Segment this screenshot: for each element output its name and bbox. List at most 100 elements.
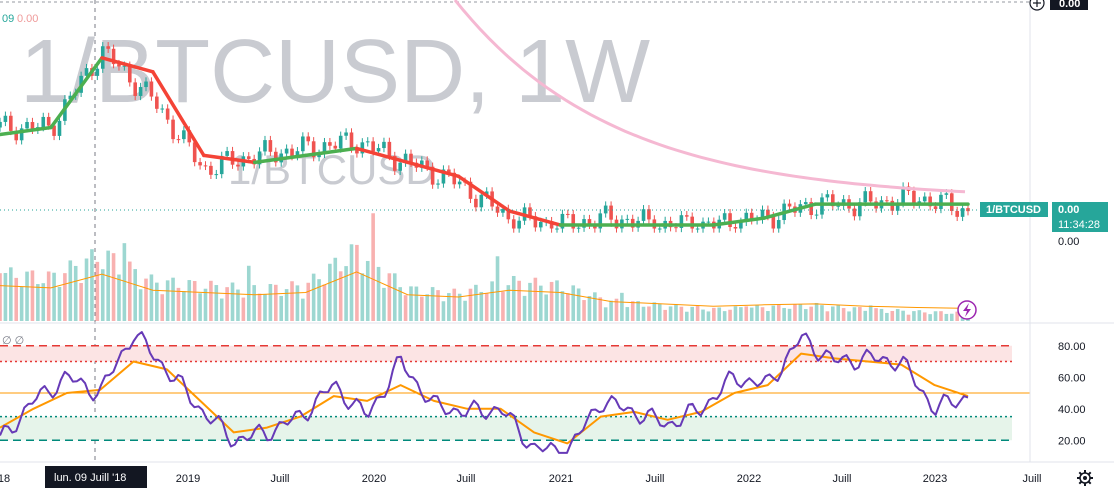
ma-segment xyxy=(49,56,104,130)
volume-bar xyxy=(9,267,13,321)
volume-bar xyxy=(425,294,430,321)
candle-body xyxy=(84,68,89,76)
volume-bar xyxy=(495,256,500,321)
volume-bar xyxy=(885,312,889,321)
volume-bar xyxy=(284,289,289,321)
candle-body xyxy=(30,122,35,130)
lightning-icon[interactable] xyxy=(957,300,977,320)
candle-body xyxy=(203,165,208,167)
crosshair-time-label xyxy=(45,466,147,488)
volume-bar xyxy=(46,271,51,321)
ma-segment xyxy=(202,153,257,165)
candle-body xyxy=(722,213,727,220)
rsi-axis: 80.00 60.00 40.00 20.00 xyxy=(1058,341,1086,448)
volume-bar xyxy=(630,301,635,321)
candle-body xyxy=(3,115,8,122)
volume-bar xyxy=(41,283,46,321)
candle-body xyxy=(695,228,700,230)
time-axis-label: 2023 xyxy=(923,473,947,485)
volume-bar xyxy=(236,289,240,321)
candle-body xyxy=(944,193,949,195)
volume-bar xyxy=(528,282,532,321)
volume-bar xyxy=(68,260,73,321)
volume-bar xyxy=(263,293,267,321)
candle-body xyxy=(371,141,375,152)
volume-bar xyxy=(252,285,256,321)
volume-bar xyxy=(863,310,868,321)
candle-body xyxy=(0,121,2,128)
candle-body xyxy=(949,193,954,211)
volume-bar xyxy=(392,273,397,321)
volume-bar xyxy=(490,281,494,321)
volume-bar xyxy=(360,273,365,321)
candle-body xyxy=(863,191,868,203)
candle-body xyxy=(257,151,262,165)
time-axis-label: 18 xyxy=(0,473,10,485)
candle-body xyxy=(268,140,273,152)
ma-segment xyxy=(762,202,817,220)
candle-body xyxy=(760,209,765,220)
volume-bar xyxy=(295,285,300,321)
volume-bar xyxy=(273,284,278,321)
candle-body xyxy=(576,227,581,229)
candle-body xyxy=(922,196,927,202)
volume-bar xyxy=(798,304,803,321)
candle-body xyxy=(528,207,532,217)
volume-bar xyxy=(452,288,457,321)
plus-icon[interactable] xyxy=(1029,0,1045,11)
candle-body xyxy=(25,122,29,129)
volume-bar xyxy=(620,292,624,321)
volume-bar xyxy=(701,309,705,321)
candle-body xyxy=(511,219,516,229)
candle-body xyxy=(306,136,311,142)
candle-body xyxy=(495,206,500,213)
volume-bar xyxy=(122,243,127,321)
volume-bar xyxy=(944,313,949,321)
candle-body xyxy=(771,216,776,229)
candle-body xyxy=(160,108,165,110)
gear-icon[interactable] xyxy=(1077,470,1093,486)
volume-bar xyxy=(517,280,521,321)
bar-countdown: 11:34:28 xyxy=(1058,219,1100,231)
candle-body xyxy=(744,212,749,222)
candle-body xyxy=(187,130,192,143)
volume-bar xyxy=(155,282,159,321)
ma-segment xyxy=(151,70,206,158)
volume-bar xyxy=(744,306,749,321)
volume-bar xyxy=(647,306,651,321)
volume-bar xyxy=(333,257,338,321)
top-price-badge-text: 0.00 xyxy=(1059,0,1080,10)
volume-bar xyxy=(474,284,478,321)
ma-segment xyxy=(303,146,359,158)
ma-segment xyxy=(405,160,461,179)
candle-body xyxy=(106,46,110,49)
volume-bar xyxy=(549,281,554,321)
rsi-pane xyxy=(0,331,1030,454)
rsi-line xyxy=(0,331,969,454)
candle-body xyxy=(284,148,289,154)
ma-segment xyxy=(100,56,155,74)
oscillator-legend: ∅ ∅ xyxy=(2,335,24,347)
volume-bar xyxy=(198,293,202,321)
time-axis[interactable]: 18 2019 Juill 2020 Juill 2021 Juill 2022 Juill 20… xyxy=(0,473,1041,485)
rsi-tick-label: 60.00 xyxy=(1058,372,1086,384)
volume-bar xyxy=(652,302,657,321)
volume-bar xyxy=(106,250,110,321)
symbol-badge-text: 1/BTCUSD xyxy=(986,204,1041,216)
volume-bar xyxy=(187,280,192,321)
volume-bar xyxy=(463,300,467,321)
volume-bar xyxy=(625,307,630,321)
volume-bar xyxy=(501,291,505,321)
volume-bar xyxy=(841,308,846,321)
volume-bar xyxy=(100,269,105,321)
volume-bar xyxy=(695,306,700,321)
volume-bar xyxy=(436,290,440,321)
volume-bar xyxy=(657,303,662,321)
last-price-badge xyxy=(1052,202,1108,232)
volume-bar xyxy=(176,287,181,321)
volume-bar xyxy=(25,271,29,321)
candle-body xyxy=(365,141,370,143)
volume-bar xyxy=(679,306,684,321)
candle-body xyxy=(263,140,267,152)
